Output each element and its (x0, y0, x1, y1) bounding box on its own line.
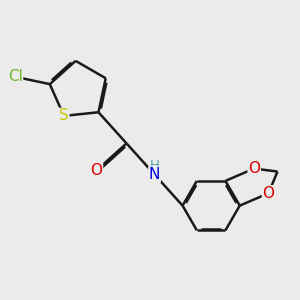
Text: O: O (262, 186, 274, 201)
Text: S: S (59, 108, 69, 123)
Text: O: O (248, 161, 260, 176)
Text: O: O (91, 163, 103, 178)
Text: Cl: Cl (8, 69, 22, 84)
Text: H: H (150, 159, 160, 172)
Text: N: N (149, 167, 160, 182)
